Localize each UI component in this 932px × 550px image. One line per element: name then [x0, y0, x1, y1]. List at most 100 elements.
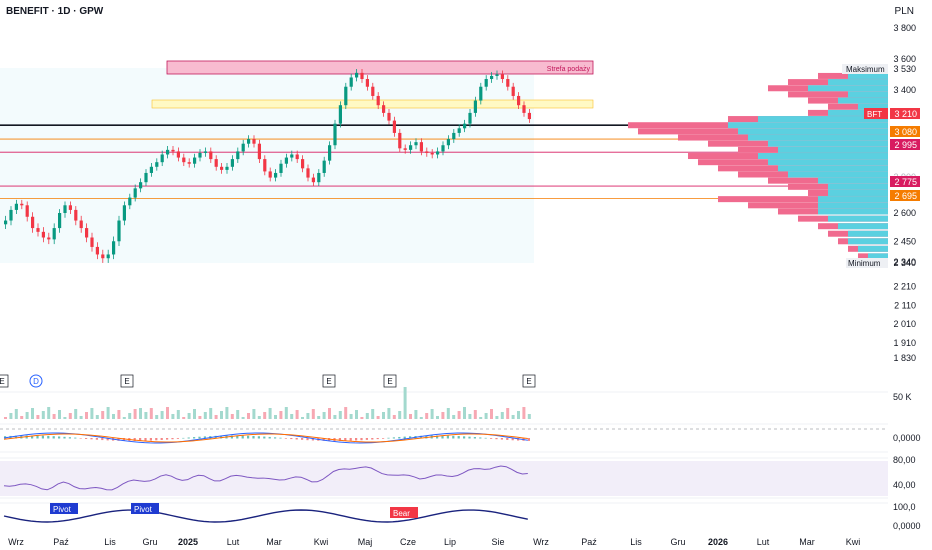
candle-body — [187, 162, 191, 164]
macd-histogram-bar — [85, 438, 88, 439]
candle-body — [479, 86, 483, 101]
profile-bar-up — [828, 189, 888, 196]
profile-bar-total — [718, 196, 888, 203]
macd-histogram-bar — [95, 438, 98, 440]
candle-body — [52, 228, 56, 240]
price-tick-label: 1 830 — [893, 353, 916, 363]
event-earnings-marker — [383, 374, 397, 388]
event-earnings-marker — [522, 374, 536, 388]
macd-histogram-bar — [322, 438, 325, 441]
macd-histogram-bar — [122, 438, 125, 441]
volume-bar — [311, 409, 315, 419]
time-axis-label: 2025 — [178, 537, 198, 547]
volume-bar — [279, 411, 283, 419]
candle-body — [295, 154, 299, 160]
volume-bar — [468, 414, 472, 419]
volume-bar — [317, 416, 321, 419]
time-axis-label: Paź — [581, 537, 597, 547]
level-tag: 2 995 — [894, 140, 917, 150]
osc-axis-low: 0,0000 — [893, 521, 921, 531]
candle-body — [85, 228, 89, 238]
volume-bar — [274, 415, 277, 419]
volume-bar — [225, 407, 229, 419]
candle-body — [209, 151, 213, 160]
profile-bar-up — [748, 134, 888, 141]
volume-bar — [214, 415, 218, 419]
rsi-axis-high: 80,00 — [893, 455, 916, 465]
volume-bar — [220, 411, 223, 419]
macd-histogram-bar — [149, 438, 152, 441]
volume-bar — [9, 413, 13, 419]
price-tick-label: 3 800 — [893, 23, 916, 33]
candle-body — [441, 145, 445, 152]
profile-bar-up — [758, 153, 888, 160]
macd-histogram-bar — [52, 436, 55, 439]
volume-bar — [79, 416, 83, 419]
last-price-tag-bg — [890, 108, 920, 119]
candle-body — [79, 220, 83, 229]
candle-body — [355, 72, 359, 78]
event-label: D — [33, 377, 39, 386]
candle-body — [230, 159, 234, 167]
volume-bar — [14, 409, 18, 419]
volume-bar — [382, 412, 385, 419]
candle-body — [20, 203, 24, 206]
macd-signal-line — [3, 433, 528, 443]
macd-histogram-bar — [284, 438, 287, 439]
volume-bar — [306, 413, 310, 419]
candle-body — [171, 149, 175, 152]
candle-body — [382, 105, 386, 113]
macd-histogram-bar — [490, 438, 493, 439]
max-value: 3 530 — [893, 64, 916, 74]
volume-bar — [198, 416, 202, 419]
macd-histogram-bar — [139, 438, 142, 441]
volume-bar — [387, 408, 391, 419]
macd-histogram-bar — [403, 436, 406, 439]
candle-body — [4, 220, 8, 225]
candle-body — [371, 86, 375, 96]
price-tick-label: 2 010 — [893, 319, 916, 329]
macd-histogram-bar — [479, 437, 482, 439]
volume-bar — [176, 410, 180, 419]
yellow-zone — [151, 99, 594, 109]
profile-bar-up — [828, 183, 888, 190]
volume-bar — [182, 417, 186, 419]
candle-body — [193, 157, 197, 164]
macd-histogram-bar — [198, 436, 201, 439]
candle-body — [290, 154, 294, 158]
volume-bar — [252, 409, 256, 419]
volume-bar — [328, 408, 331, 419]
volume-bar — [106, 407, 110, 419]
level-tag-bg — [890, 126, 920, 137]
candle-body — [522, 105, 526, 113]
max-label: Maksimum — [846, 65, 885, 74]
time-axis-label: Mar — [799, 537, 815, 547]
price-tick-label: 2 340 — [893, 257, 916, 267]
candle-body — [252, 139, 256, 144]
volume-bar — [349, 414, 353, 419]
candle-body — [112, 241, 116, 255]
volume-bar — [230, 414, 234, 419]
volume-bar — [490, 409, 493, 419]
macd-histogram-bar — [344, 438, 347, 441]
volume-bar — [4, 417, 7, 419]
min-label-bg — [846, 258, 888, 268]
candle-body — [311, 177, 315, 183]
profile-bar-up — [868, 253, 888, 260]
volume-bar — [160, 411, 164, 419]
macd-histogram-bar — [31, 435, 34, 439]
range-shading — [0, 68, 534, 263]
macd-histogram-bar — [295, 438, 298, 440]
event-earnings-marker — [0, 374, 9, 388]
volume-bar — [506, 408, 510, 419]
event-label: E — [124, 377, 129, 386]
volume-bar — [85, 412, 88, 419]
volume-bar — [322, 412, 326, 419]
macd-histogram-bar — [419, 435, 422, 439]
volume-bar — [290, 414, 294, 419]
macd-histogram-bar — [68, 437, 71, 439]
candle-body — [446, 139, 450, 146]
time-axis-label: Wrz — [8, 537, 24, 547]
volume-bar — [511, 415, 515, 419]
